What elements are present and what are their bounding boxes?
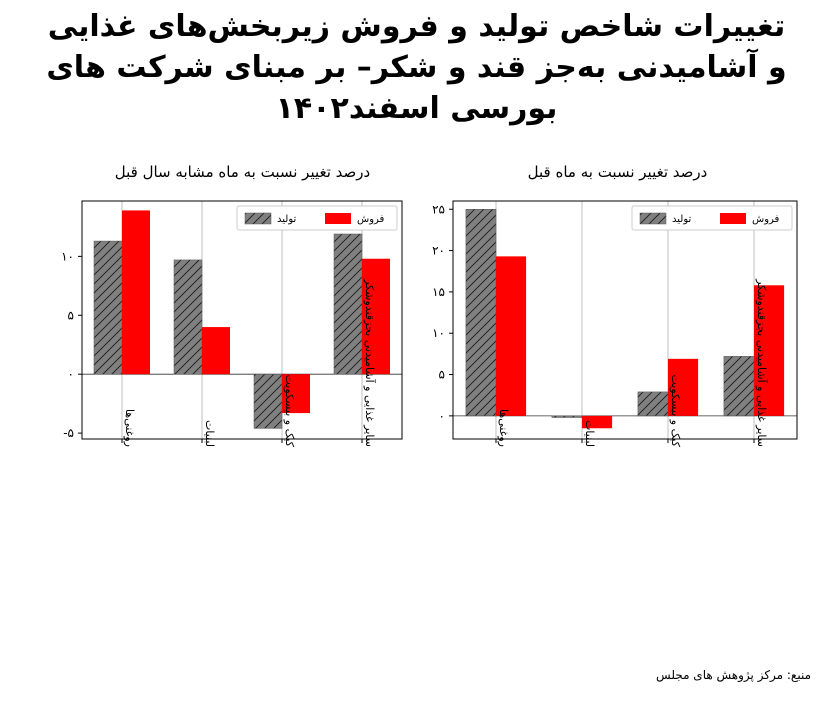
chart-mom: ۰ ۵ ۱۰ ۱۵ ۲۰ ۲۵ روغنی‌ها لبنیات کیک و بیسکویت سای… bbox=[432, 200, 798, 448]
bar-sales bbox=[362, 258, 390, 375]
y-tick-label: ۲۰ bbox=[432, 244, 445, 258]
y-tick-label: ۱۰ bbox=[61, 249, 74, 263]
bar-sales bbox=[122, 210, 150, 375]
legend-swatch-production bbox=[639, 212, 667, 225]
x-tick-label: روغنی‌ها bbox=[123, 409, 136, 447]
source-note: منبع: مرکز پژوهش های مجلس bbox=[656, 668, 811, 682]
bar-production bbox=[465, 209, 497, 417]
legend-label-sales: فروش bbox=[752, 214, 780, 225]
legend-swatch-sales bbox=[720, 213, 746, 224]
bar-sales bbox=[582, 415, 613, 429]
x-tick-label: کیک و بیسکویت bbox=[283, 374, 296, 447]
plot-frame bbox=[81, 200, 403, 440]
bar-production bbox=[253, 373, 283, 429]
page-title: تغییرات شاخص تولید و فروش زیربخش‌های غذا… bbox=[46, 9, 787, 126]
x-tick-label: کیک و بیسکویت bbox=[669, 374, 682, 447]
legend-frame bbox=[631, 205, 793, 231]
legend-label-production: تولید bbox=[277, 214, 296, 225]
legend-label-sales: فروش bbox=[357, 214, 385, 225]
plot-frame bbox=[452, 200, 798, 440]
legend: تولید فروش bbox=[236, 205, 398, 231]
x-tick-label: سایر غذایی و آشامیدنی بجزقندوشکر bbox=[363, 278, 377, 447]
bar-sales bbox=[202, 327, 230, 375]
y-tick-label: ۰ bbox=[439, 409, 445, 423]
bar-production bbox=[333, 233, 363, 375]
bar-production bbox=[551, 415, 583, 418]
chart-yoy: -۵ ۰ ۵ ۱۰ روغنی‌ها لبنیات کیک و بیسکویت سایر غذ… bbox=[61, 200, 403, 448]
bar-production bbox=[173, 259, 203, 375]
x-tick-label: روغنی‌ها bbox=[497, 409, 510, 447]
x-tick-label: لبنیات bbox=[583, 420, 596, 447]
legend: تولید فروش bbox=[631, 205, 793, 231]
bar-sales bbox=[496, 256, 527, 416]
x-tick-label: سایر غذایی و آشامیدنی بجزقندوشکر bbox=[755, 278, 769, 447]
legend-swatch-sales bbox=[325, 213, 351, 224]
legend-frame bbox=[236, 205, 398, 231]
legend-label-production: تولید bbox=[672, 214, 691, 225]
chart-title-mom: درصد تغییر نسبت به ماه قبل bbox=[527, 163, 708, 181]
x-tick-label: لبنیات bbox=[203, 420, 216, 447]
y-tick-label: ۲۵ bbox=[432, 202, 445, 216]
bar-production bbox=[93, 240, 123, 375]
legend-swatch-production bbox=[244, 212, 272, 225]
bar-production bbox=[637, 391, 669, 417]
y-tick-label: ۵ bbox=[439, 368, 445, 382]
chart-title-yoy: درصد تغییر نسبت به ماه مشابه سال قبل bbox=[114, 163, 371, 181]
y-tick-label: ۱۵ bbox=[432, 285, 445, 299]
y-tick-label: ۵ bbox=[68, 308, 74, 322]
y-tick-label: ۰ bbox=[68, 367, 74, 381]
bar-production bbox=[723, 356, 755, 417]
y-tick-label: -۵ bbox=[63, 426, 74, 440]
y-tick-label: ۱۰ bbox=[432, 326, 445, 340]
bar-sales bbox=[754, 285, 785, 416]
bar-sales bbox=[668, 358, 699, 416]
bar-sales bbox=[282, 374, 310, 414]
